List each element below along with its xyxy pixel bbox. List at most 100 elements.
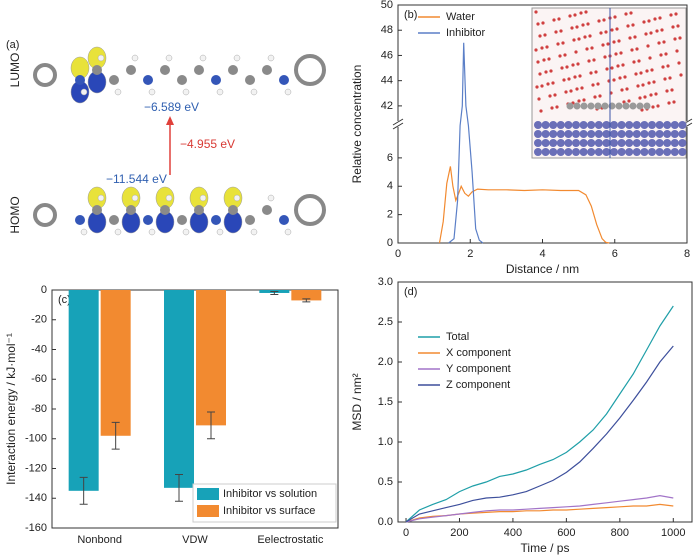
surface-atom [678,139,687,147]
surface-atom [610,148,618,156]
legend-label: Inhibitor vs surface [223,505,315,517]
water-molecule [542,58,546,62]
y-tick-label: -140 [25,492,47,504]
surface-atom [587,121,596,129]
surface-atom [541,130,550,138]
error-bar [111,421,120,450]
x-tick-label: 6 [612,248,618,260]
water-molecule [636,84,640,88]
water-molecule [653,17,657,21]
surface-atom [640,130,649,138]
inhibitor-atom [594,102,602,110]
water-molecule [534,10,538,14]
atom [262,65,272,75]
surface-atom [594,121,603,129]
x-axis-label: Distance / nm [506,262,579,276]
series-line [405,305,674,523]
water-molecule [606,42,610,46]
surface-atom [556,121,565,129]
water-molecule [673,37,677,41]
surface-atom [625,139,634,147]
surface-atom [670,130,679,138]
surface-atom [610,121,618,129]
water-molecule [571,63,575,67]
water-molecule [584,10,588,14]
y-tick-label: 2.0 [378,356,393,368]
inhibitor-atom [636,102,644,110]
water-molecule [667,101,671,105]
surface-atom [572,148,580,156]
water-molecule [568,14,572,18]
surface-atom [549,130,558,138]
gap-arrowhead [166,116,174,125]
series-line [448,42,484,244]
water-molecule [635,47,639,51]
surface-atom [640,121,649,129]
y-tick-label: -160 [25,522,47,534]
error-bar [79,476,88,505]
surface-atom [549,148,558,156]
x-tick-label: VDW [182,534,208,546]
water-molecule [583,35,587,39]
h-atom [131,54,139,62]
h-atom [148,228,156,236]
plot-frame [397,281,693,523]
water-molecule [658,16,662,20]
y-tick-label: 3.0 [378,276,393,288]
surface-atom [534,139,542,147]
water-molecule [589,71,593,75]
surface-atom [594,130,603,138]
h-atom [80,228,88,236]
water-molecule [573,75,577,79]
legend-label: Y component [446,363,511,375]
inhibitor-atom [615,102,623,110]
surface-atom [556,130,565,138]
inhibitor-atom [587,102,595,110]
legend-label: X component [446,347,511,359]
surface-atom [663,139,672,147]
water-molecule [546,82,550,86]
water-molecule [650,68,654,72]
water-molecule [555,105,559,109]
water-molecule [544,70,548,74]
inhibitor-atom [566,102,574,110]
surface-atom [564,139,573,147]
y-axis-label: Relative concentration [350,65,364,184]
water-molecule [558,54,562,58]
h-atom [165,54,173,62]
x-tick-label: Eelectrostatic [257,534,324,546]
surface-atom [564,121,573,129]
surface-atom [663,130,672,138]
h-atom [250,228,258,236]
water-molecule [585,47,589,51]
legend-swatch [197,488,219,500]
x-tick-label: 4 [539,248,545,260]
water-molecule [579,11,583,15]
surface-atom [678,130,687,138]
water-molecule [535,85,539,89]
error-bar [302,298,311,303]
water-molecule [564,90,568,94]
water-molecule [647,81,651,85]
water-molecule [619,51,623,55]
legend-label: Inhibitor [446,27,485,39]
surface-atom [587,139,596,147]
atom [109,215,119,225]
h-atom [233,54,241,62]
atom [245,215,255,225]
surface-atom [663,148,672,156]
surface-atom [640,148,649,156]
surface-atom [648,130,656,138]
water-molecule [624,12,628,16]
lumo-label: LUMO [8,53,22,88]
atom [194,65,204,75]
bar [68,290,99,491]
x-tick-label: 0 [395,248,401,260]
gap-energy: −4.955 eV [180,137,235,151]
atom [75,75,85,85]
lumo-energy: −6.589 eV [144,100,199,114]
surface-atom [541,139,550,147]
surface-atom [572,121,580,129]
atom [279,215,289,225]
surface-atom [678,148,687,156]
